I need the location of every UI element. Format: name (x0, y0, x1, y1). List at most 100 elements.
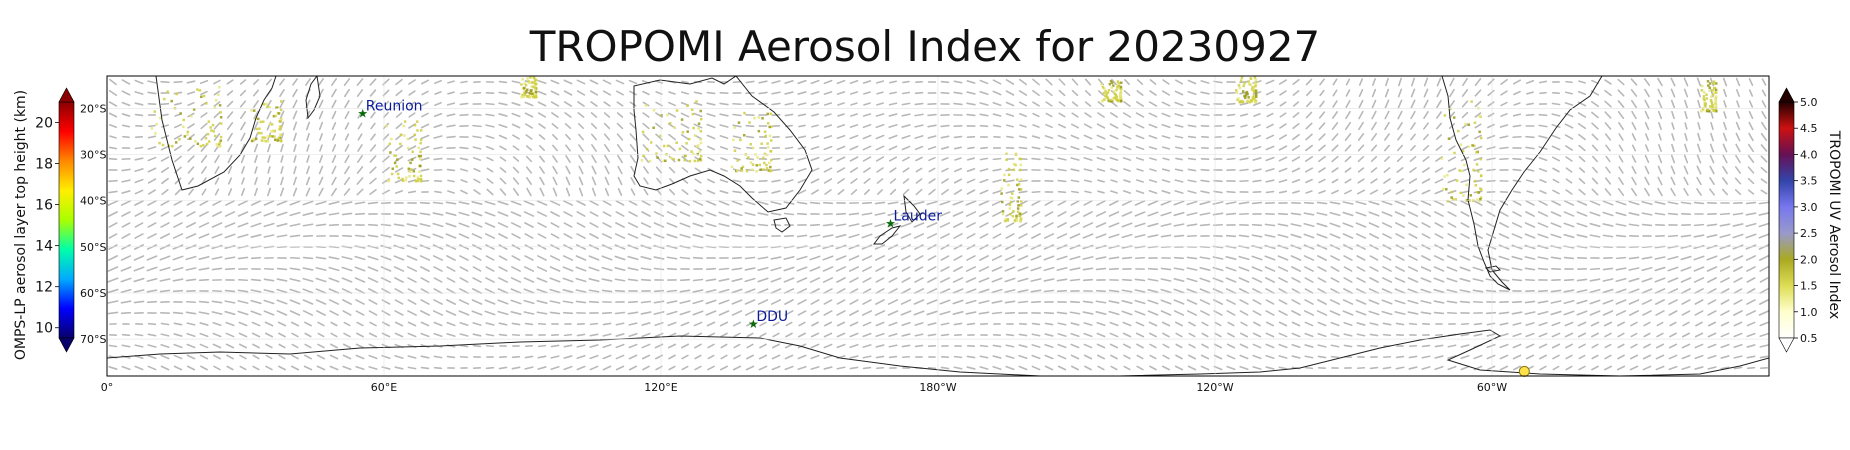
wind-arrow (1695, 321, 1703, 327)
wind-arrow (1083, 343, 1093, 349)
wind-arrow (134, 168, 144, 172)
wind-arrow (1657, 110, 1663, 120)
wind-arrow (1512, 79, 1522, 85)
wind-arrow (1162, 79, 1170, 85)
aerosol-pixel (204, 137, 208, 140)
wind-arrow (693, 321, 703, 327)
wind-arrow (498, 233, 508, 239)
wind-arrow (1238, 234, 1250, 238)
wind-arrow (1082, 222, 1094, 228)
wind-arrow (1186, 267, 1198, 271)
wind-arrow (1576, 310, 1588, 316)
wind-arrow (383, 111, 389, 119)
wind-arrow (1160, 267, 1172, 271)
wind-arrow (1370, 178, 1378, 184)
wind-arrow (1110, 179, 1118, 183)
aerosol-pixel (685, 142, 688, 145)
wind-arrow (770, 277, 782, 283)
wind-arrow (926, 200, 938, 206)
wind-arrow (628, 200, 638, 206)
wind-arrow (1265, 288, 1275, 294)
wind-arrow (1017, 289, 1029, 293)
wind-arrow (1030, 266, 1042, 272)
wind-arrow (913, 222, 925, 228)
wind-arrow (784, 80, 794, 84)
wind-arrow (588, 300, 600, 304)
wind-arrow (1474, 100, 1482, 108)
wind-arrow (1252, 366, 1262, 370)
wind-arrow (692, 256, 704, 260)
aerosol-pixel (1479, 188, 1483, 191)
wind-arrow (810, 332, 820, 338)
aerosol-pixel (215, 143, 219, 146)
wind-arrow (267, 176, 271, 186)
wind-arrow (1629, 365, 1639, 371)
wind-arrow (1147, 289, 1159, 293)
wind-arrow (680, 343, 690, 349)
wind-arrow (134, 211, 144, 217)
wind-arrow (1122, 190, 1132, 194)
wind-arrow (940, 135, 950, 139)
wind-arrow (1265, 168, 1275, 172)
wind-arrow (641, 200, 651, 206)
wind-arrow (1056, 267, 1068, 271)
wind-arrow (241, 166, 245, 174)
wind-arrow (1526, 91, 1534, 95)
wind-arrow (1694, 332, 1704, 338)
wind-arrow (1082, 256, 1094, 260)
wind-arrow (200, 112, 208, 118)
aerosol-pixel (1105, 96, 1109, 99)
wind-arrow (694, 343, 702, 349)
wind-arrow (1761, 89, 1767, 97)
wind-arrow (344, 133, 350, 141)
aerosol-pixel (1111, 98, 1115, 101)
wind-arrow (1355, 200, 1367, 206)
wind-arrow (835, 234, 847, 238)
wind-arrow (861, 223, 873, 227)
wind-arrow (1683, 165, 1689, 175)
wind-arrow (292, 121, 298, 131)
wind-arrow (642, 122, 650, 130)
wind-arrow (355, 343, 365, 349)
wind-arrow (250, 299, 262, 305)
aerosol-pixel (252, 109, 256, 112)
wind-arrow (1682, 321, 1690, 327)
wind-arrow (1095, 256, 1107, 260)
aerosol-pixel (1475, 198, 1479, 201)
aerosol-pixel (753, 116, 756, 120)
aerosol-pixel (1245, 90, 1249, 94)
wind-arrow (888, 145, 898, 151)
wind-arrow (1110, 112, 1118, 118)
wind-arrow (1123, 168, 1131, 172)
wind-arrow (537, 79, 547, 85)
wind-arrow (614, 278, 626, 282)
wind-arrow (1435, 145, 1443, 151)
wind-arrow (1733, 299, 1743, 305)
wind-arrow (445, 201, 457, 205)
wind-arrow (433, 266, 443, 272)
wind-arrow (1747, 166, 1755, 174)
wind-arrow (1732, 212, 1744, 216)
aerosol-pixel (655, 152, 658, 155)
wind-arrow (1160, 234, 1172, 238)
wind-arrow (1162, 157, 1170, 161)
wind-arrow (1226, 113, 1236, 117)
wind-arrow (393, 234, 405, 238)
aerosol-pixel (769, 149, 773, 153)
wind-arrow (1382, 322, 1392, 326)
wind-arrow (978, 288, 990, 294)
wind-arrow (1121, 222, 1133, 228)
wind-arrow (601, 289, 613, 293)
wind-arrow (315, 223, 327, 227)
wind-arrow (1018, 190, 1028, 194)
aerosol-pixel (1714, 106, 1717, 109)
wind-arrow (1213, 80, 1223, 84)
wind-arrow (302, 200, 314, 206)
wind-arrow (1436, 122, 1442, 130)
wind-arrow (107, 311, 119, 315)
wind-arrow (1004, 277, 1016, 283)
aerosol-pixel (198, 89, 202, 92)
wind-arrow (278, 343, 286, 349)
wind-arrow (304, 354, 312, 360)
wind-arrow (1564, 91, 1574, 95)
